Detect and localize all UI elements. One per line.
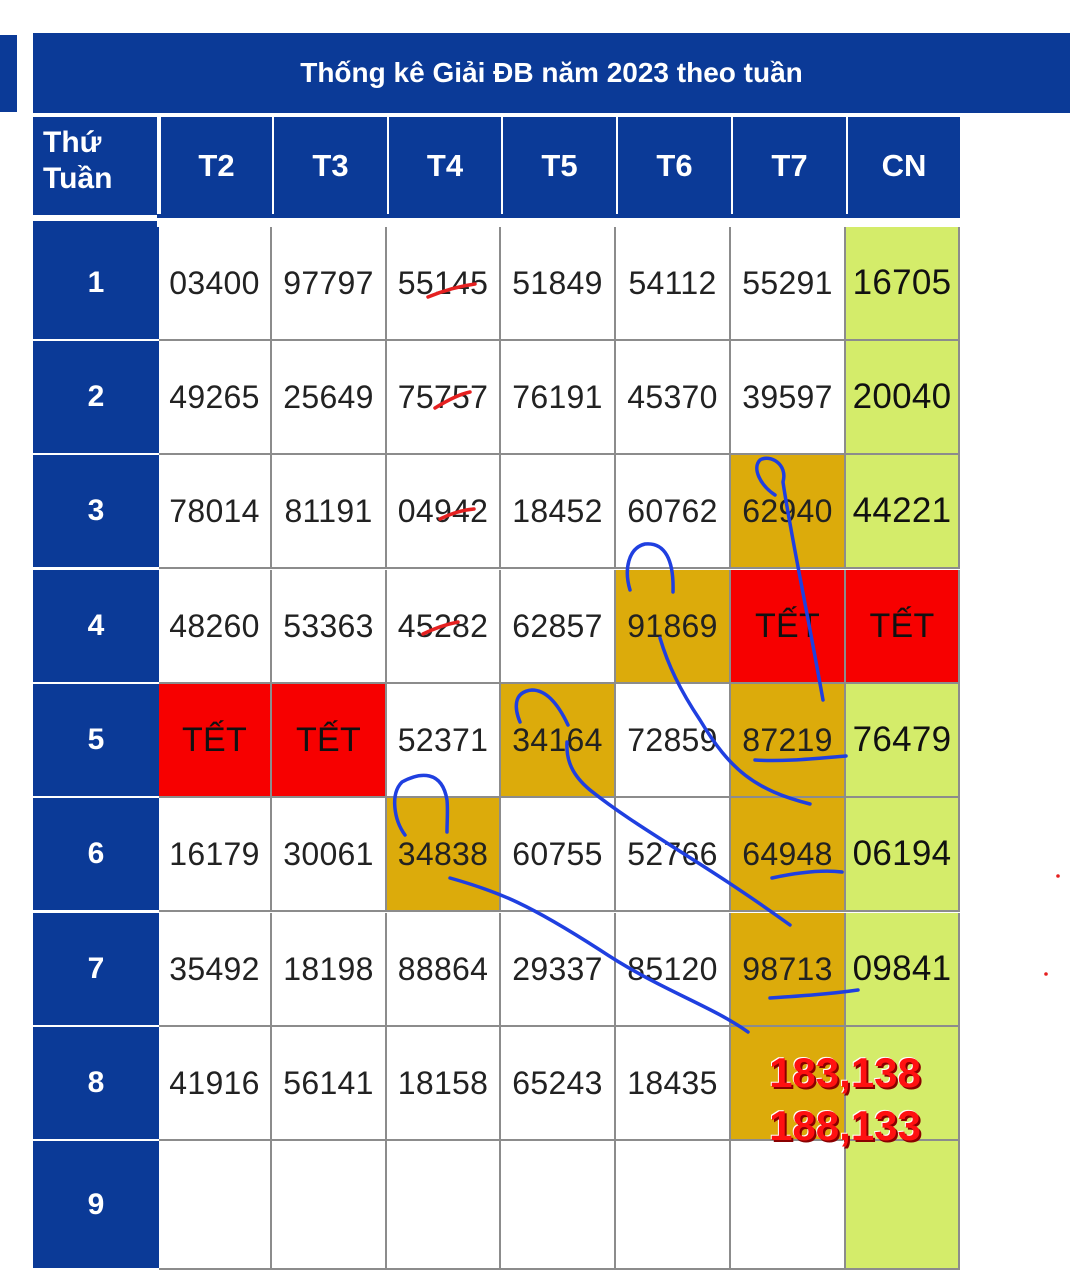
header-underline-left [33, 221, 157, 227]
result-cell [501, 1141, 616, 1270]
result-cell: 60762 [616, 455, 731, 569]
week-label: 9 [33, 1141, 159, 1270]
result-cell: 18158 [387, 1027, 501, 1141]
result-cell: 30061 [272, 798, 387, 912]
week-label: 2 [33, 341, 159, 455]
tet-cell: TẾT [272, 684, 387, 798]
result-cell [159, 1141, 272, 1270]
result-cell: 52766 [616, 798, 731, 912]
result-cell: 35492 [159, 913, 272, 1027]
result-cell [731, 1027, 846, 1141]
week-label: 3 [33, 455, 159, 569]
result-cell: 55291 [731, 227, 846, 341]
result-cell: 55145 [387, 227, 501, 341]
annotation-line2: 188,133 [769, 1102, 921, 1149]
result-cell: 34838 [387, 798, 501, 912]
result-cell: 16179 [159, 798, 272, 912]
result-cell: 91869 [616, 570, 731, 684]
red-dots [1044, 874, 1060, 976]
header-t3: T3 [272, 117, 387, 214]
result-cell: 62940 [731, 455, 846, 569]
result-cell: 64948 [731, 798, 846, 912]
row-label-header-line2: Tuần [43, 162, 113, 195]
result-cell: 52371 [387, 684, 501, 798]
result-cell: 48260 [159, 570, 272, 684]
week-label: 4 [33, 570, 159, 684]
result-cell [731, 1141, 846, 1270]
result-cell: 78014 [159, 455, 272, 569]
result-cell: 45370 [616, 341, 731, 455]
result-cell: 18452 [501, 455, 616, 569]
result-cell: 87219 [731, 684, 846, 798]
result-cell: 81191 [272, 455, 387, 569]
result-cell: 41916 [159, 1027, 272, 1141]
row-label-header: Thứ Tuần [33, 117, 157, 215]
week-label: 1 [33, 227, 159, 341]
result-cell: 62857 [501, 570, 616, 684]
result-cell [846, 1027, 960, 1141]
result-cell [272, 1141, 387, 1270]
header-t7: T7 [731, 117, 846, 214]
result-cell: 44221 [846, 455, 960, 569]
result-cell: 65243 [501, 1027, 616, 1141]
result-cell: 85120 [616, 913, 731, 1027]
annotation-line1: 183,138 [769, 1049, 921, 1096]
result-cell: 60755 [501, 798, 616, 912]
result-cell: 51849 [501, 227, 616, 341]
result-cell: 75757 [387, 341, 501, 455]
result-cell: 76479 [846, 684, 960, 798]
result-cell: 54112 [616, 227, 731, 341]
result-cell: 18435 [616, 1027, 731, 1141]
result-cell: 03400 [159, 227, 272, 341]
week-label: 5 [33, 684, 159, 798]
result-cell [846, 1141, 960, 1270]
result-cell: 25649 [272, 341, 387, 455]
tet-cell: TẾT [731, 570, 846, 684]
result-cell: 34164 [501, 684, 616, 798]
result-cell: 76191 [501, 341, 616, 455]
header-t2: T2 [159, 117, 272, 214]
tet-cell: TẾT [159, 684, 272, 798]
tet-cell: TẾT [846, 570, 960, 684]
result-cell [387, 1141, 501, 1270]
result-cell: 04942 [387, 455, 501, 569]
row-label-header-line1: Thứ [43, 126, 102, 159]
result-cell: 18198 [272, 913, 387, 1027]
header-t4: T4 [387, 117, 501, 214]
header-t5: T5 [501, 117, 616, 214]
week-label: 7 [33, 913, 159, 1027]
result-cell: 97797 [272, 227, 387, 341]
result-cell [616, 1141, 731, 1270]
result-cell: 72859 [616, 684, 731, 798]
result-cell: 06194 [846, 798, 960, 912]
header-underline [157, 214, 960, 218]
result-cell: 16705 [846, 227, 960, 341]
week-label: 8 [33, 1027, 159, 1141]
week-label: 6 [33, 798, 159, 912]
header-t6: T6 [616, 117, 731, 214]
page-title: Thống kê Giải ĐB năm 2023 theo tuần [33, 33, 1070, 113]
side-strip [0, 35, 17, 112]
result-cell: 49265 [159, 341, 272, 455]
result-cell: 20040 [846, 341, 960, 455]
result-cell: 39597 [731, 341, 846, 455]
result-cell: 56141 [272, 1027, 387, 1141]
result-cell: 88864 [387, 913, 501, 1027]
header-cn: CN [846, 117, 960, 214]
result-cell: 53363 [272, 570, 387, 684]
result-cell: 45282 [387, 570, 501, 684]
result-cell: 98713 [731, 913, 846, 1027]
result-cell: 09841 [846, 913, 960, 1027]
result-cell: 29337 [501, 913, 616, 1027]
